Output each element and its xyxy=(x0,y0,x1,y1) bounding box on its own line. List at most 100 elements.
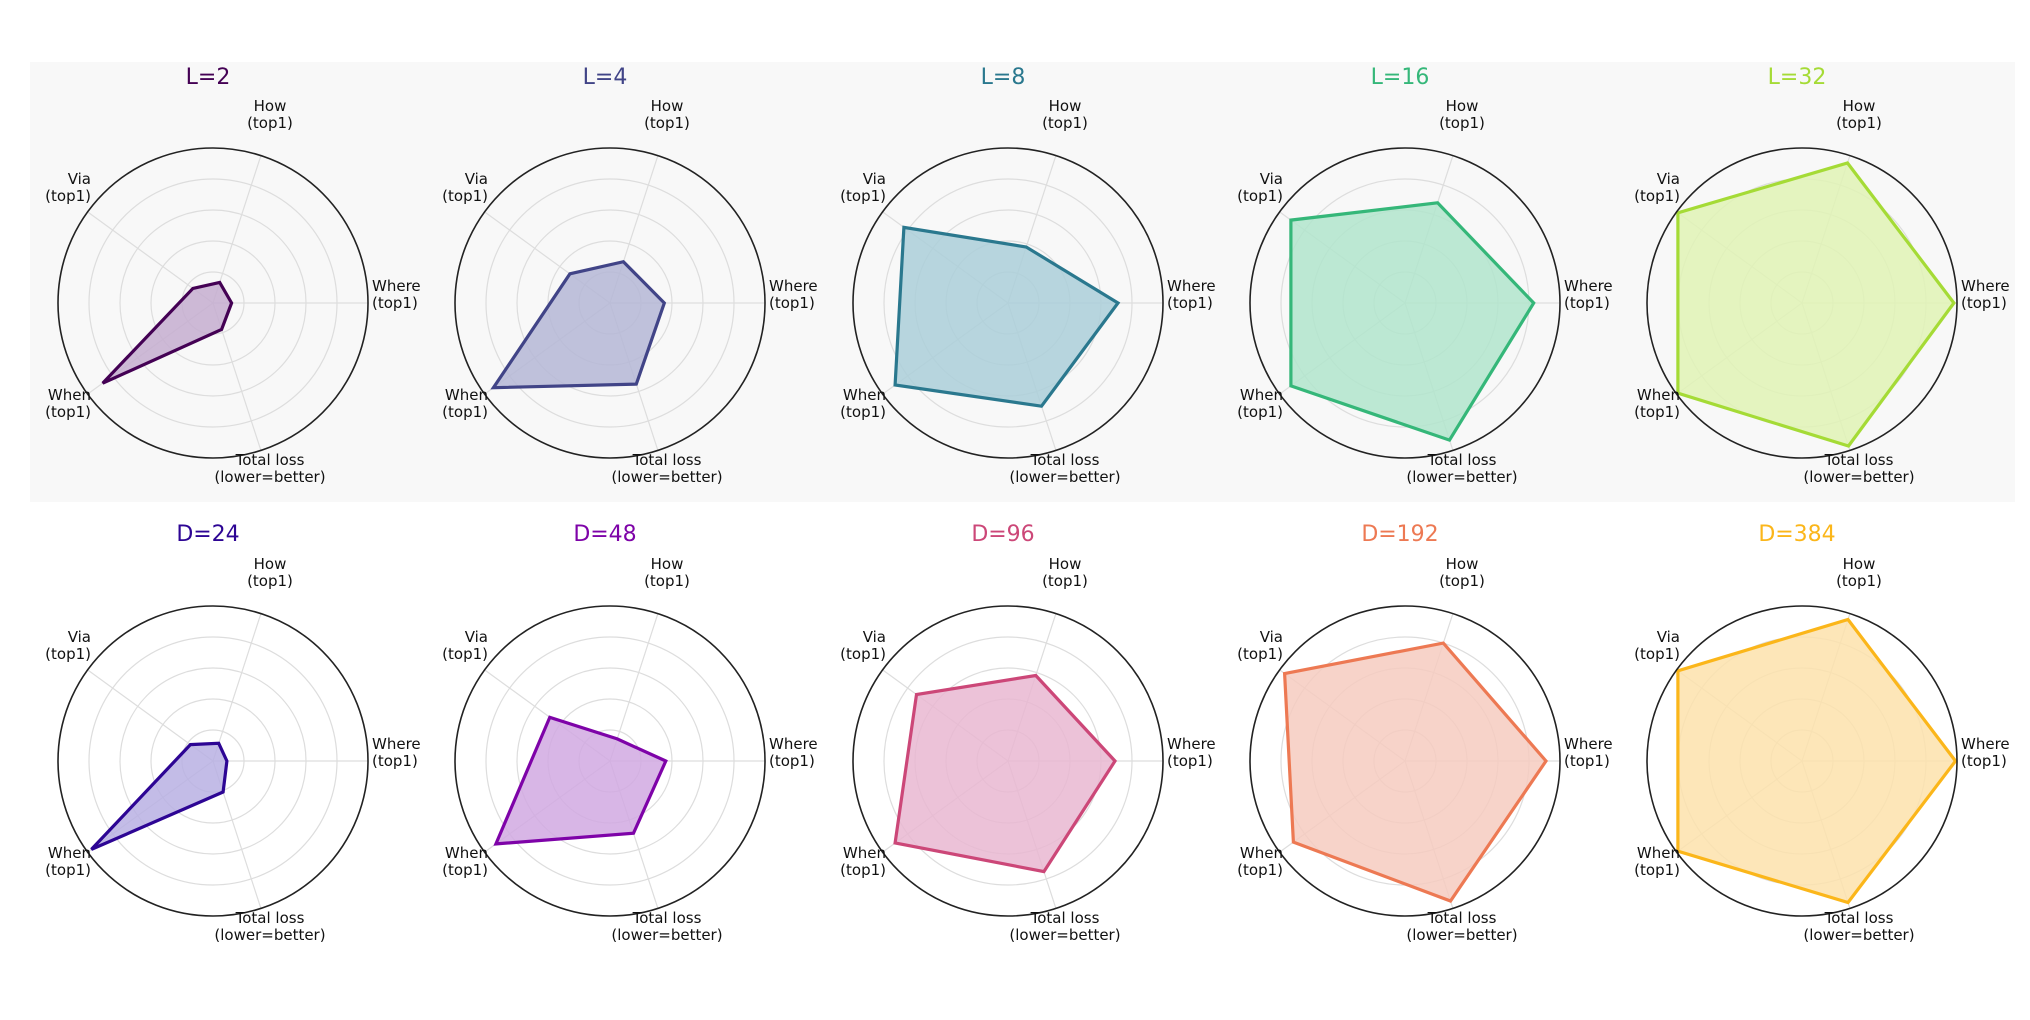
radar-panel: D=96 Where (top1) How (top1) Via (top1) When (to… xyxy=(840,522,1215,944)
axis-label: When (top1) xyxy=(442,844,488,879)
axis-label: Total loss (lower=better) xyxy=(1803,451,1914,486)
outer-frame xyxy=(1249,147,1561,459)
axis-label: Where (top1) xyxy=(372,735,421,770)
axis-label: When (top1) xyxy=(45,844,91,879)
axis-label: Total loss (lower=better) xyxy=(214,909,325,944)
outer-frame xyxy=(1249,605,1561,917)
axis-label: When (top1) xyxy=(1237,844,1283,879)
axis-label: Via (top1) xyxy=(840,170,886,205)
axis-label: When (top1) xyxy=(1237,386,1283,421)
axis-label: Where (top1) xyxy=(1167,277,1216,312)
axis-label: Total loss (lower=better) xyxy=(1803,909,1914,944)
series-outline xyxy=(1676,161,1956,448)
axis-label: Total loss (lower=better) xyxy=(214,451,325,486)
axis-label: Via (top1) xyxy=(1634,170,1680,205)
axis-label: When (top1) xyxy=(442,386,488,421)
radar-panel: L=8 Where (top1) How (top1) Via (top1) When (top… xyxy=(840,65,1215,486)
axis-label: How (top1) xyxy=(1836,97,1882,132)
series-area xyxy=(1284,643,1546,901)
series-outline xyxy=(490,259,667,390)
radar-panel: L=4 Where (top1) How (top1) Via (top1) When (top… xyxy=(442,65,817,486)
outer-frame xyxy=(1646,147,1958,459)
series-area xyxy=(1677,619,1956,903)
series-outline xyxy=(101,280,234,385)
series-area xyxy=(895,675,1115,872)
outer-frame xyxy=(852,605,1164,917)
axis-label: When (top1) xyxy=(840,386,886,421)
axis-label: When (top1) xyxy=(45,386,91,421)
radar-panel: L=16 Where (top1) How (top1) Via (top1) When (to… xyxy=(1237,65,1612,486)
series-outline xyxy=(1289,201,1536,443)
series-area xyxy=(1677,163,1954,446)
axis-label: When (top1) xyxy=(840,844,886,879)
panel-title: D=384 xyxy=(1758,522,1835,547)
series-outline xyxy=(893,225,1121,408)
outer-frame xyxy=(852,147,1164,459)
outer-frame xyxy=(454,605,766,917)
axis-label: Via (top1) xyxy=(45,170,91,205)
panel-title: D=96 xyxy=(971,522,1034,547)
panel-title: D=192 xyxy=(1361,522,1438,547)
axis-label: When (top1) xyxy=(1634,386,1680,421)
series-area xyxy=(102,282,232,384)
axis-label: How (top1) xyxy=(247,555,293,590)
axis-label: Where (top1) xyxy=(1564,277,1613,312)
series-area xyxy=(1290,202,1534,441)
panel-title: L=32 xyxy=(1768,65,1827,90)
series-area xyxy=(91,743,227,850)
panel-title: L=16 xyxy=(1371,65,1430,90)
radar-panel: D=384 Where (top1) How (top1) Via (top1) When (t… xyxy=(1634,522,2009,944)
radar-panel: D=192 Where (top1) How (top1) Via (top1) When (t… xyxy=(1237,522,1612,944)
axis-label: Via (top1) xyxy=(442,170,488,205)
axis-label: Via (top1) xyxy=(1237,170,1283,205)
axis-label: Total loss (lower=better) xyxy=(1406,451,1517,486)
axis-label: Via (top1) xyxy=(45,628,91,663)
radar-panel: D=24 Where (top1) How (top1) Via (top1) When (to… xyxy=(45,522,420,944)
series-outline xyxy=(1676,617,1958,905)
outer-frame xyxy=(1646,605,1958,917)
series-area xyxy=(495,717,666,844)
radar-panel: D=48 Where (top1) How (top1) Via (top1) When (to… xyxy=(442,522,817,944)
panel-title: L=4 xyxy=(583,65,628,90)
series-area xyxy=(493,261,665,388)
axis-label: How (top1) xyxy=(247,97,293,132)
series-area xyxy=(895,227,1118,407)
axis-label: How (top1) xyxy=(1439,555,1485,590)
axis-label: Via (top1) xyxy=(1237,628,1283,663)
panel-title: L=8 xyxy=(981,65,1026,90)
axis-label: Where (top1) xyxy=(769,735,818,770)
radar-panel: L=32 Where (top1) How (top1) Via (top1) When (to… xyxy=(1634,65,2009,486)
panel-title: L=2 xyxy=(186,65,231,90)
axis-label: How (top1) xyxy=(1042,555,1088,590)
axis-label: How (top1) xyxy=(1836,555,1882,590)
radar-panel: L=2 Where (top1) How (top1) Via (top1) When (top… xyxy=(45,65,420,486)
axis-label: Via (top1) xyxy=(840,628,886,663)
series-outline xyxy=(493,715,668,846)
panel-title: D=24 xyxy=(176,522,239,547)
axis-label: Where (top1) xyxy=(1961,277,2010,312)
panel-title: D=48 xyxy=(573,522,636,547)
axis-label: How (top1) xyxy=(644,97,690,132)
axis-spoke xyxy=(609,613,659,762)
axis-label: How (top1) xyxy=(1439,97,1485,132)
series-outline xyxy=(1282,641,1549,903)
axis-label: Where (top1) xyxy=(1961,735,2010,770)
axis-spoke xyxy=(212,155,262,304)
outer-frame xyxy=(57,147,369,459)
axis-label: Via (top1) xyxy=(442,628,488,663)
axis-label: When (top1) xyxy=(1634,844,1680,879)
outer-frame xyxy=(454,147,766,459)
outer-frame xyxy=(57,605,369,917)
axis-label: Total loss (lower=better) xyxy=(1406,909,1517,944)
axis-label: How (top1) xyxy=(644,555,690,590)
series-outline xyxy=(90,741,229,851)
axis-label: Total loss (lower=better) xyxy=(611,909,722,944)
axis-spoke xyxy=(212,613,262,762)
axis-label: Total loss (lower=better) xyxy=(611,451,722,486)
axis-label: Via (top1) xyxy=(1634,628,1680,663)
axis-label: Where (top1) xyxy=(372,277,421,312)
axis-label: Total loss (lower=better) xyxy=(1009,909,1120,944)
series-outline xyxy=(893,673,1118,874)
axis-label: Total loss (lower=better) xyxy=(1009,451,1120,486)
